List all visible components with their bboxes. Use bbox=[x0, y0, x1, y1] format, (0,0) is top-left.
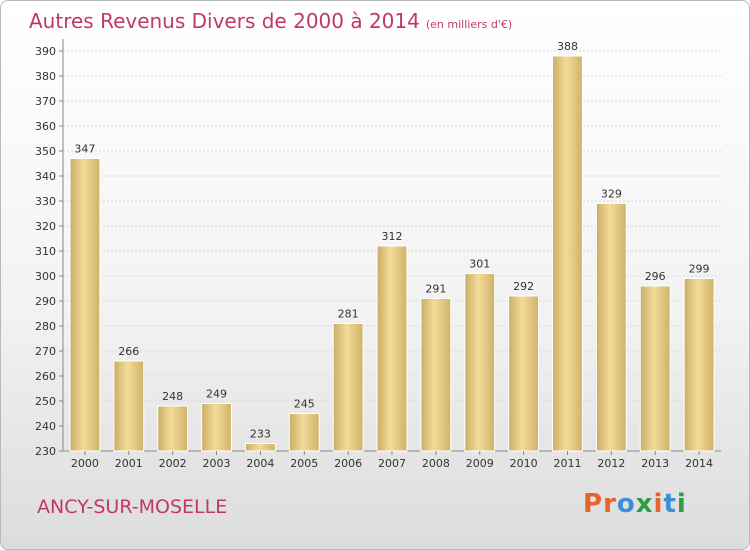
bar-value-label: 301 bbox=[469, 258, 490, 271]
y-tick-label: 360 bbox=[35, 120, 56, 133]
chart-unit: (en milliers d'€) bbox=[425, 18, 513, 31]
bar bbox=[464, 273, 496, 452]
bar bbox=[683, 278, 715, 452]
bar bbox=[508, 295, 540, 452]
x-tick-label: 2001 bbox=[115, 457, 143, 470]
x-tick-label: 2006 bbox=[334, 457, 362, 470]
city-name: ANCY-SUR-MOSELLE bbox=[37, 496, 228, 518]
logo-letter: x bbox=[635, 489, 654, 519]
x-tick-label: 2002 bbox=[159, 457, 187, 470]
logo-letter: P bbox=[583, 489, 604, 519]
bar bbox=[69, 158, 101, 452]
proxiti-logo: Proxiti bbox=[583, 489, 687, 519]
bar-value-label: 388 bbox=[557, 40, 578, 53]
y-tick-label: 350 bbox=[35, 145, 56, 158]
bar-value-label: 281 bbox=[338, 308, 359, 321]
bar-value-label: 347 bbox=[74, 143, 95, 156]
y-tick-label: 310 bbox=[35, 245, 56, 258]
bar bbox=[113, 360, 145, 452]
bar-value-label: 245 bbox=[294, 398, 315, 411]
bar-value-label: 233 bbox=[250, 428, 271, 441]
y-tick-label: 280 bbox=[35, 320, 56, 333]
y-tick-label: 240 bbox=[35, 420, 56, 433]
y-tick-label: 300 bbox=[35, 270, 56, 283]
chart-title-text: Autres Revenus Divers de 2000 à 2014 bbox=[29, 9, 420, 33]
y-tick-label: 230 bbox=[35, 445, 56, 458]
logo-letter: t bbox=[663, 489, 677, 519]
x-tick-label: 2013 bbox=[641, 457, 669, 470]
bar bbox=[332, 323, 364, 452]
bar-value-label: 291 bbox=[425, 283, 446, 296]
x-tick-label: 2009 bbox=[466, 457, 494, 470]
x-tick-label: 2007 bbox=[378, 457, 406, 470]
x-tick-label: 2004 bbox=[246, 457, 274, 470]
bar bbox=[201, 403, 232, 452]
logo-letter: r bbox=[603, 489, 617, 519]
bar-value-label: 296 bbox=[645, 270, 666, 283]
logo-letter: o bbox=[616, 489, 636, 519]
x-tick-label: 2011 bbox=[553, 457, 581, 470]
bar-value-label: 299 bbox=[689, 263, 710, 276]
x-tick-label: 2005 bbox=[290, 457, 318, 470]
y-tick-label: 370 bbox=[35, 95, 56, 108]
bar bbox=[639, 285, 671, 452]
chart-title: Autres Revenus Divers de 2000 à 2014 (en … bbox=[29, 9, 512, 33]
y-tick-label: 390 bbox=[35, 45, 56, 58]
logo-letter: i bbox=[653, 489, 664, 519]
y-tick-label: 260 bbox=[35, 370, 56, 383]
bar bbox=[244, 443, 276, 452]
bar bbox=[420, 298, 452, 452]
bar-value-label: 329 bbox=[601, 188, 622, 201]
x-tick-label: 2014 bbox=[685, 457, 713, 470]
x-tick-label: 2000 bbox=[71, 457, 99, 470]
bar bbox=[157, 405, 189, 452]
bar bbox=[552, 55, 583, 452]
bar-value-label: 266 bbox=[118, 345, 139, 358]
x-tick-label: 2008 bbox=[422, 457, 450, 470]
y-tick-label: 320 bbox=[35, 220, 56, 233]
y-tick-label: 250 bbox=[35, 395, 56, 408]
bar-value-label: 249 bbox=[206, 388, 227, 401]
y-tick-label: 290 bbox=[35, 295, 56, 308]
bar-value-label: 312 bbox=[382, 230, 403, 243]
x-tick-label: 2010 bbox=[510, 457, 538, 470]
bar-value-label: 292 bbox=[513, 280, 534, 293]
y-tick-label: 270 bbox=[35, 345, 56, 358]
bar-value-label: 248 bbox=[162, 390, 183, 403]
y-tick-label: 380 bbox=[35, 70, 56, 83]
y-tick-label: 340 bbox=[35, 170, 56, 183]
x-tick-label: 2003 bbox=[203, 457, 231, 470]
x-tick-label: 2012 bbox=[597, 457, 625, 470]
bar bbox=[288, 413, 320, 452]
bar bbox=[376, 245, 408, 452]
bar bbox=[595, 203, 627, 452]
y-tick-label: 330 bbox=[35, 195, 56, 208]
logo-letter: i bbox=[676, 489, 687, 519]
